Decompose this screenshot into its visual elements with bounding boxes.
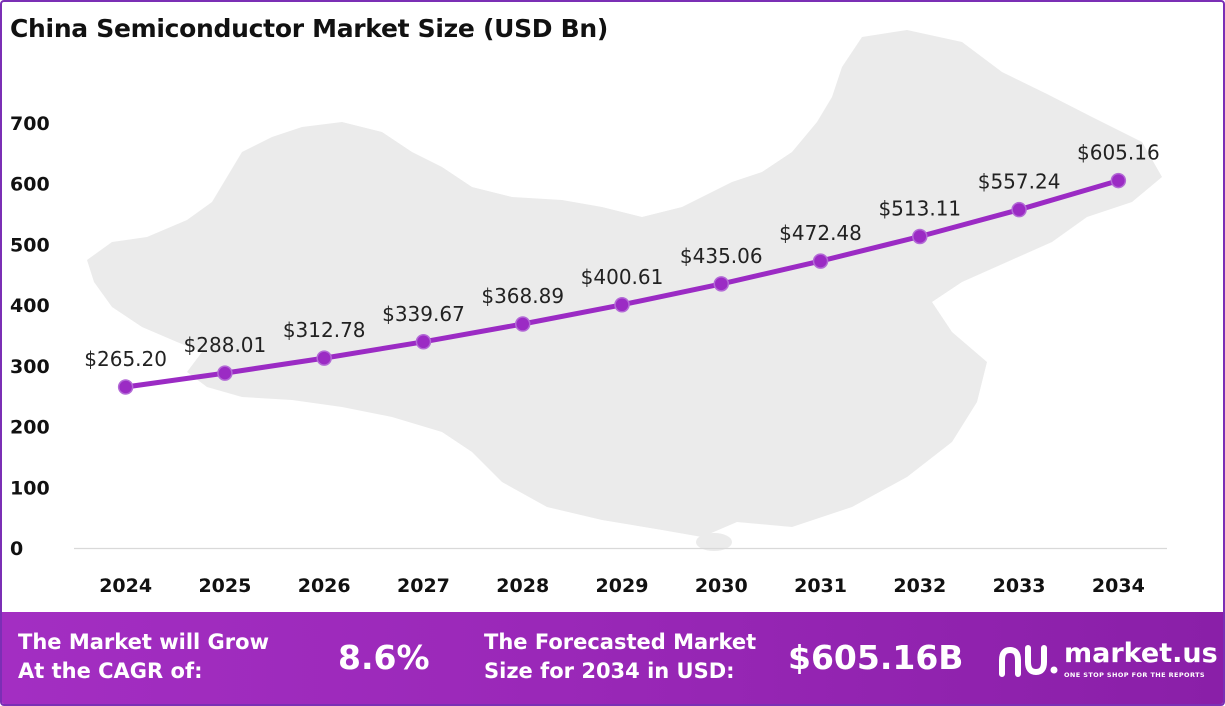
- logo-tagline: ONE STOP SHOP FOR THE REPORTS: [1064, 671, 1205, 679]
- data-point: [812, 253, 829, 269]
- y-tick-label: 300: [10, 356, 50, 378]
- data-point: [316, 350, 332, 366]
- x-tick-label: 2031: [794, 575, 847, 597]
- x-tick-label: 2032: [893, 575, 946, 597]
- data-points: [117, 172, 1127, 395]
- data-label: $557.24: [978, 170, 1061, 194]
- data-point: [117, 379, 134, 395]
- data-label: $339.67: [382, 302, 465, 326]
- cagr-text: The Market will Grow At the CAGR of:: [18, 628, 269, 686]
- data-point: [514, 316, 531, 332]
- data-point: [1011, 201, 1027, 218]
- y-tick-label: 400: [10, 295, 50, 317]
- data-label: $472.48: [779, 221, 862, 245]
- data-label: $312.78: [283, 318, 366, 342]
- data-point: [217, 365, 233, 381]
- forecast-value: $605.16B: [788, 638, 964, 677]
- chart-title: China Semiconductor Market Size (USD Bn): [10, 14, 609, 43]
- cagr-line-1: The Market will Grow: [18, 630, 269, 654]
- logo-name: market.us: [1064, 638, 1218, 669]
- cagr-line-2: At the CAGR of:: [18, 659, 203, 683]
- cagr-value: 8.6%: [338, 638, 430, 677]
- data-label: $265.20: [84, 347, 167, 371]
- forecast-line-2: Size for 2034 in USD:: [484, 659, 735, 683]
- forecast-text: The Forecasted Market Size for 2034 in U…: [484, 628, 756, 686]
- x-tick-label: 2034: [1092, 575, 1145, 597]
- data-label: $288.01: [184, 333, 267, 357]
- y-tick-label: 200: [10, 417, 50, 439]
- x-tick-label: 2024: [99, 575, 152, 597]
- x-tick-label: 2026: [298, 575, 351, 597]
- data-label: $513.11: [878, 196, 961, 220]
- y-tick-label: 600: [10, 174, 50, 196]
- hainan-island-silhouette: [696, 533, 732, 551]
- x-tick-label: 2029: [596, 575, 649, 597]
- y-axis: 0 100 200 300 400 500 600 700: [10, 113, 50, 560]
- y-tick-label: 700: [10, 113, 50, 135]
- data-labels: $265.20 $288.01 $312.78 $339.67 $368.89 $400.…: [84, 141, 1159, 371]
- market-us-logo-icon: [999, 645, 1058, 677]
- forecast-line-1: The Forecasted Market: [484, 630, 757, 654]
- x-tick-label: 2033: [993, 575, 1046, 597]
- china-map-silhouette: [87, 30, 1162, 537]
- y-tick-label: 0: [10, 538, 23, 560]
- x-tick-label: 2027: [397, 575, 450, 597]
- data-point: [912, 228, 928, 245]
- x-tick-label: 2028: [496, 575, 549, 597]
- data-point: [415, 334, 432, 350]
- data-label: $400.61: [581, 265, 664, 289]
- data-point: [713, 276, 730, 292]
- x-tick-label: 2030: [695, 575, 748, 597]
- data-label: $605.16: [1077, 141, 1160, 165]
- x-tick-label: 2025: [198, 575, 251, 597]
- footer-banner: The Market will Grow At the CAGR of: 8.6…: [2, 612, 1223, 704]
- data-point: [1110, 172, 1127, 189]
- y-tick-label: 500: [10, 234, 50, 256]
- y-tick-label: 100: [10, 477, 50, 499]
- market-us-logo: market.us ONE STOP SHOP FOR THE REPORTS: [998, 638, 1223, 682]
- data-label: $368.89: [481, 284, 564, 308]
- data-label: $435.06: [680, 244, 763, 268]
- data-point: [614, 297, 630, 313]
- x-axis: 2024 2025 2026 2027 2028 2029 2030 2031 2032 2033…: [99, 575, 1145, 597]
